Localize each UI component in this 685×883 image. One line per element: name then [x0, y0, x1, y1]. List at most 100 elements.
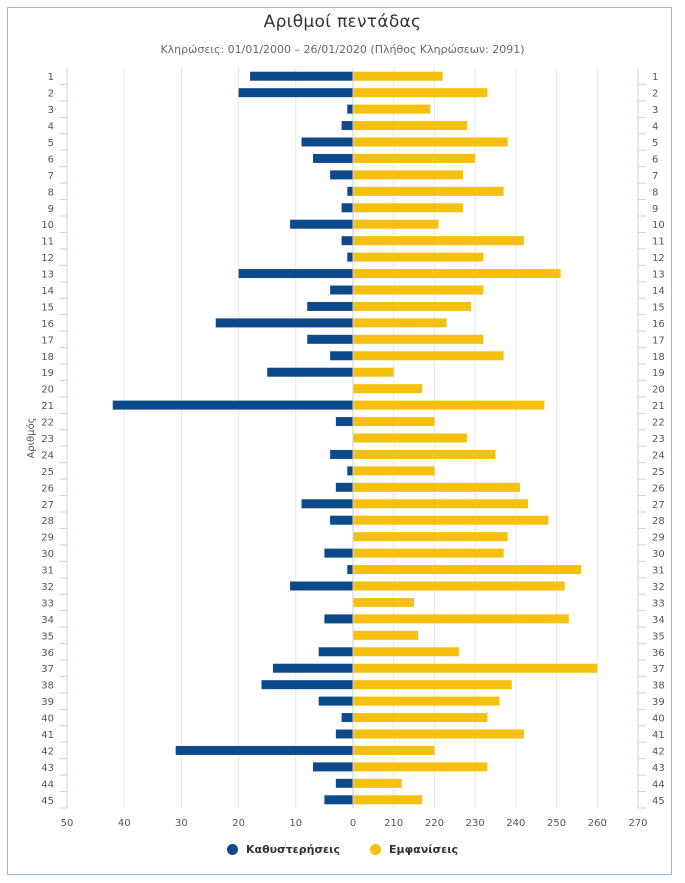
bar-delays — [301, 137, 353, 147]
bar-appearances — [353, 466, 435, 476]
bar-appearances — [353, 121, 467, 131]
bar-appearances — [353, 565, 581, 575]
y-tick-left: 13 — [41, 270, 54, 281]
bar-delays — [341, 713, 353, 723]
bar-appearances — [353, 153, 476, 163]
bar-appearances — [353, 745, 435, 755]
y-tick-right: 6 — [652, 154, 658, 165]
chart-title: Αριθμοί πεντάδας — [263, 12, 422, 32]
y-tick-left: 34 — [41, 615, 54, 626]
bar-appearances — [353, 515, 549, 525]
y-tick-right: 45 — [652, 796, 665, 807]
y-tick-right: 34 — [652, 615, 665, 626]
bar-appearances — [353, 318, 447, 328]
bar-delays — [272, 663, 353, 673]
x-tick-left: 0 — [350, 818, 356, 829]
legend-item-delays[interactable]: Καθυστερήσεις — [226, 843, 340, 856]
x-tick-right: 250 — [547, 818, 566, 829]
y-tick-left: 11 — [41, 237, 54, 248]
y-tick-right: 32 — [652, 582, 665, 593]
bar-appearances — [353, 269, 561, 279]
y-tick-left: 1 — [48, 72, 54, 83]
bar-delays — [318, 647, 353, 657]
bar-appearances — [353, 137, 508, 147]
bar-delays — [215, 318, 353, 328]
bar-delays — [330, 351, 353, 361]
x-tick-left: 50 — [61, 818, 74, 829]
bar-delays — [341, 203, 353, 213]
y-tick-left: 3 — [48, 105, 54, 116]
x-tick-right: 220 — [425, 818, 444, 829]
legend-item-appearances[interactable]: Εμφανίσεις — [369, 843, 459, 856]
bar-delays — [347, 186, 353, 196]
chart-subtitle: Κληρώσεις: 01/01/2000 – 26/01/2020 (Πλήθ… — [160, 43, 525, 56]
y-tick-right: 27 — [652, 500, 665, 511]
y-tick-right: 43 — [652, 763, 665, 774]
y-tick-left: 30 — [41, 549, 54, 560]
bar-appearances — [353, 647, 459, 657]
y-tick-left: 24 — [41, 450, 54, 461]
y-tick-left: 10 — [41, 220, 54, 231]
legend-dot-delays — [226, 844, 238, 855]
legend: Καθυστερήσεις Εμφανίσεις — [0, 843, 685, 856]
x-tick-right: 260 — [588, 818, 607, 829]
y-tick-left: 14 — [41, 286, 54, 297]
y-tick-left: 29 — [41, 533, 54, 544]
bar-appearances — [353, 236, 524, 246]
legend-label-appearances: Εμφανίσεις — [388, 843, 459, 856]
x-tick-left: 40 — [118, 818, 131, 829]
y-tick-left: 36 — [41, 648, 54, 659]
bar-appearances — [353, 285, 484, 295]
bar-delays — [335, 482, 353, 492]
bar-appearances — [353, 630, 419, 640]
bar-appearances — [353, 384, 423, 394]
y-tick-right: 17 — [652, 335, 665, 346]
y-tick-left: 23 — [41, 434, 54, 445]
bar-appearances — [353, 614, 569, 624]
x-tick-right: 240 — [506, 818, 525, 829]
x-tick-right: 270 — [628, 818, 647, 829]
bar-delays — [290, 581, 353, 591]
y-tick-right: 29 — [652, 533, 665, 544]
bar-delays — [347, 104, 353, 114]
y-tick-right: 41 — [652, 730, 665, 741]
y-tick-right: 2 — [652, 89, 658, 100]
y-tick-right: 42 — [652, 746, 665, 757]
y-tick-left: 17 — [41, 335, 54, 346]
y-tick-left: 27 — [41, 500, 54, 511]
y-tick-right: 23 — [652, 434, 665, 445]
y-tick-left: 43 — [41, 763, 54, 774]
bar-delays — [347, 252, 353, 262]
y-tick-left: 31 — [41, 566, 54, 577]
bar-delays — [335, 729, 353, 739]
bar-appearances — [353, 367, 394, 377]
bar-delays — [324, 795, 353, 805]
y-tick-left: 25 — [41, 467, 54, 478]
y-tick-left: 45 — [41, 796, 54, 807]
bar-delays — [341, 121, 353, 131]
y-tick-left: 38 — [41, 681, 54, 692]
bar-delays — [347, 466, 353, 476]
y-tick-left: 21 — [41, 401, 54, 412]
y-tick-left: 18 — [41, 352, 54, 363]
y-tick-right: 7 — [652, 171, 658, 182]
x-tick-left: 10 — [289, 818, 302, 829]
bar-appearances — [353, 663, 598, 673]
bar-appearances — [353, 680, 512, 690]
bar-appearances — [353, 762, 488, 772]
x-tick-right: 210 — [384, 818, 403, 829]
bar-delays — [324, 614, 353, 624]
y-tick-right: 12 — [652, 253, 665, 264]
y-tick-right: 38 — [652, 681, 665, 692]
y-tick-right: 26 — [652, 483, 665, 494]
bar-appearances — [353, 104, 431, 114]
bar-delays — [301, 499, 353, 509]
bar-appearances — [353, 449, 496, 459]
y-tick-right: 25 — [652, 467, 665, 478]
bar-delays — [341, 236, 353, 246]
y-tick-left: 32 — [41, 582, 54, 593]
bar-appearances — [353, 186, 504, 196]
bar-appearances — [353, 219, 439, 229]
legend-dot-appearances — [369, 844, 381, 855]
